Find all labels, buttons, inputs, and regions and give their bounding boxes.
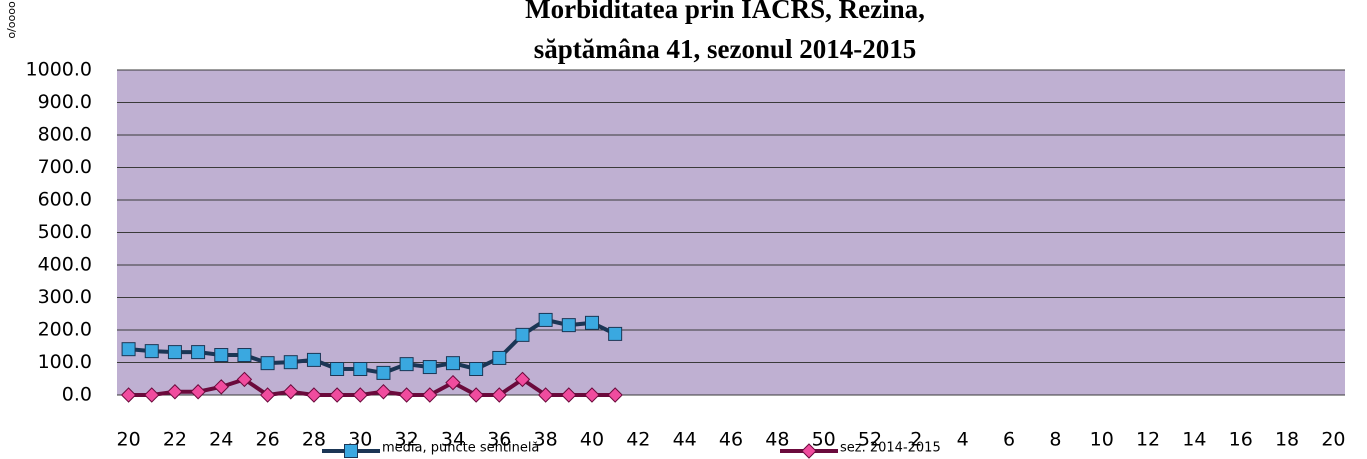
marker bbox=[167, 345, 182, 360]
marker bbox=[422, 360, 437, 375]
legend-label: sez. 2014-2015 bbox=[840, 441, 941, 456]
x-tick-label: 24 bbox=[209, 429, 233, 451]
marker bbox=[584, 387, 600, 403]
y-axis-label: o/oooo bbox=[5, 1, 18, 39]
marker bbox=[283, 355, 298, 370]
x-tick-label: 20 bbox=[1321, 429, 1345, 451]
marker bbox=[514, 371, 531, 388]
marker bbox=[191, 345, 206, 360]
marker bbox=[259, 387, 276, 403]
marker bbox=[121, 342, 136, 357]
marker bbox=[561, 318, 576, 333]
x-tick-label: 12 bbox=[1136, 429, 1160, 451]
marker bbox=[445, 374, 461, 391]
x-tick-label: 46 bbox=[719, 429, 743, 451]
marker bbox=[608, 326, 623, 341]
marker bbox=[538, 312, 553, 327]
marker bbox=[376, 365, 391, 380]
x-tick-label: 16 bbox=[1229, 429, 1253, 451]
x-tick-label: 50 bbox=[812, 429, 836, 451]
marker bbox=[445, 356, 460, 371]
marker bbox=[214, 348, 229, 363]
y-tick-label: 800.0 bbox=[38, 124, 92, 146]
x-tick-label: 38 bbox=[534, 429, 558, 451]
marker bbox=[607, 387, 623, 403]
marker bbox=[422, 387, 438, 403]
marker bbox=[491, 387, 508, 403]
marker bbox=[492, 350, 507, 365]
marker bbox=[537, 387, 554, 403]
marker bbox=[375, 384, 392, 400]
y-tick-label: 200.0 bbox=[38, 319, 92, 341]
marker bbox=[801, 443, 817, 459]
marker bbox=[399, 357, 414, 372]
x-tick-label: 48 bbox=[765, 429, 789, 451]
marker bbox=[144, 344, 159, 359]
x-tick-label: 4 bbox=[957, 429, 969, 451]
marker bbox=[330, 362, 345, 376]
y-tick-label: 500.0 bbox=[38, 221, 92, 243]
marker bbox=[352, 387, 368, 403]
y-tick-label: 100.0 bbox=[38, 351, 92, 373]
marker bbox=[344, 444, 358, 458]
x-tick-label: 32 bbox=[395, 429, 419, 451]
x-tick-label: 14 bbox=[1182, 429, 1206, 451]
marker bbox=[469, 362, 484, 376]
marker bbox=[353, 362, 368, 376]
marker bbox=[213, 379, 229, 395]
y-tick-label: 600.0 bbox=[38, 189, 92, 211]
y-tick-label: 300.0 bbox=[38, 286, 92, 308]
series-line bbox=[128, 376, 616, 398]
x-tick-label: 18 bbox=[1275, 429, 1299, 451]
x-tick-label: 10 bbox=[1090, 429, 1114, 451]
x-tick-label: 26 bbox=[256, 429, 280, 451]
chart-title: Morbiditatea prin IACRS, Rezina, bbox=[525, 0, 925, 24]
y-tick-label: 0.0 bbox=[62, 384, 92, 406]
x-tick-label: 2 bbox=[910, 429, 922, 451]
marker bbox=[584, 315, 599, 330]
marker bbox=[515, 327, 530, 342]
marker bbox=[167, 384, 183, 400]
marker bbox=[237, 348, 252, 363]
x-tick-label: 36 bbox=[487, 429, 511, 451]
marker bbox=[120, 387, 137, 403]
legend-label: media, puncte sentinelă bbox=[382, 441, 539, 456]
x-tick-label: 8 bbox=[1049, 429, 1061, 451]
marker bbox=[468, 387, 484, 403]
chart-title: săptămâna 41, sezonul 2014-2015 bbox=[534, 34, 917, 64]
y-tick-label: 1000.0 bbox=[26, 59, 92, 81]
x-tick-label: 44 bbox=[673, 429, 697, 451]
marker bbox=[398, 387, 415, 403]
x-tick-label: 52 bbox=[858, 429, 882, 451]
x-tick-label: 40 bbox=[580, 429, 604, 451]
marker bbox=[190, 384, 206, 400]
y-tick-label: 700.0 bbox=[38, 156, 92, 178]
marker bbox=[144, 387, 160, 403]
marker bbox=[306, 387, 322, 403]
marker bbox=[306, 352, 321, 367]
y-tick-label: 900.0 bbox=[38, 91, 92, 113]
x-tick-label: 22 bbox=[163, 429, 187, 451]
marker bbox=[236, 371, 253, 388]
x-tick-label: 28 bbox=[302, 429, 326, 451]
marker bbox=[260, 356, 275, 371]
marker bbox=[329, 387, 345, 403]
marker bbox=[561, 387, 577, 403]
series-line bbox=[128, 317, 617, 375]
x-tick-label: 42 bbox=[626, 429, 650, 451]
x-tick-label: 34 bbox=[441, 429, 465, 451]
marker bbox=[283, 384, 299, 400]
x-tick-label: 20 bbox=[116, 429, 140, 451]
x-tick-label: 6 bbox=[1003, 429, 1015, 451]
y-tick-label: 400.0 bbox=[38, 254, 92, 276]
